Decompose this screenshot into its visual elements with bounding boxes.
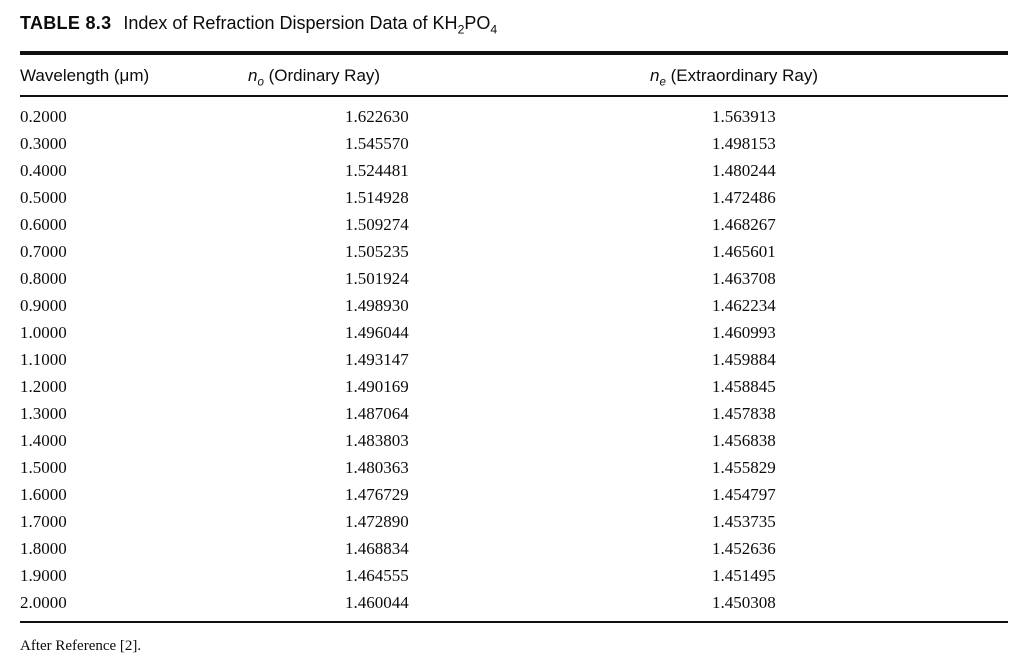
column-header-extraordinary-ray: ne (Extraordinary Ray) <box>650 51 1008 97</box>
table-row: 1.6000 1.476729 1.454797 <box>20 481 1008 508</box>
table-row: 1.5000 1.480363 1.455829 <box>20 454 1008 481</box>
wavelength-cell: 1.7000 <box>20 512 67 531</box>
no-value-cell: 1.545570 <box>345 134 409 153</box>
no-value-cell: 1.505235 <box>345 242 409 261</box>
table-row: 1.7000 1.472890 1.453735 <box>20 508 1008 535</box>
wavelength-cell: 1.0000 <box>20 323 67 342</box>
no-value-cell: 1.622630 <box>345 107 409 126</box>
wavelength-cell: 0.4000 <box>20 161 67 180</box>
wavelength-cell: 1.3000 <box>20 404 67 423</box>
ne-value-cell: 1.468267 <box>712 215 776 234</box>
table-row: 0.5000 1.514928 1.472486 <box>20 184 1008 211</box>
ne-value-cell: 1.462234 <box>712 296 776 315</box>
table-caption: TABLE 8.3 Index of Refraction Dispersion … <box>20 10 1008 36</box>
ne-value-cell: 1.455829 <box>712 458 776 477</box>
no-value-cell: 1.476729 <box>345 485 409 504</box>
ne-value-cell: 1.458845 <box>712 377 776 396</box>
table-row: 0.3000 1.545570 1.498153 <box>20 130 1008 157</box>
table-row: 0.4000 1.524481 1.480244 <box>20 157 1008 184</box>
ne-value-cell: 1.460993 <box>712 323 776 342</box>
table-footnote: After Reference [2]. <box>20 638 142 654</box>
table-row: 1.9000 1.464555 1.451495 <box>20 562 1008 589</box>
wavelength-cell: 0.8000 <box>20 269 67 288</box>
ne-value-cell: 1.459884 <box>712 350 776 369</box>
ne-value-cell: 1.451495 <box>712 566 776 585</box>
table-row: 1.3000 1.487064 1.457838 <box>20 400 1008 427</box>
no-value-cell: 1.468834 <box>345 539 409 558</box>
no-value-cell: 1.490169 <box>345 377 409 396</box>
wavelength-cell: 0.3000 <box>20 134 67 153</box>
no-value-cell: 1.483803 <box>345 431 409 450</box>
table-row: 0.2000 1.622630 1.563913 <box>20 96 1008 130</box>
wavelength-cell: 0.6000 <box>20 215 67 234</box>
no-value-cell: 1.501924 <box>345 269 409 288</box>
wavelength-cell: 1.8000 <box>20 539 67 558</box>
no-value-cell: 1.514928 <box>345 188 409 207</box>
chemical-formula: KH2PO4 <box>432 13 498 37</box>
ne-value-cell: 1.472486 <box>712 188 776 207</box>
wavelength-cell: 2.0000 <box>20 593 67 612</box>
ne-value-cell: 1.563913 <box>712 107 776 126</box>
ne-value-cell: 1.453735 <box>712 512 776 531</box>
no-value-cell: 1.472890 <box>345 512 409 531</box>
table-row: 2.0000 1.460044 1.450308 <box>20 589 1008 622</box>
wavelength-cell: 1.4000 <box>20 431 67 450</box>
ne-value-cell: 1.456838 <box>712 431 776 450</box>
no-value-cell: 1.460044 <box>345 593 409 612</box>
table-body: 0.2000 1.622630 1.563913 0.3000 1.545570 1.49… <box>20 96 1008 622</box>
no-value-cell: 1.487064 <box>345 404 409 423</box>
ne-value-cell: 1.465601 <box>712 242 776 261</box>
no-value-cell: 1.498930 <box>345 296 409 315</box>
ne-value-cell: 1.452636 <box>712 539 776 558</box>
table-row: 0.7000 1.505235 1.465601 <box>20 238 1008 265</box>
n-o-symbol: n <box>248 66 258 85</box>
table-row: 1.0000 1.496044 1.460993 <box>20 319 1008 346</box>
wavelength-cell: 1.9000 <box>20 566 67 585</box>
ne-value-cell: 1.454797 <box>712 485 776 504</box>
table-header: Wavelength (μm) no (Ordinary Ray) ne (Ex… <box>20 51 1008 97</box>
no-value-cell: 1.464555 <box>345 566 409 585</box>
ne-value-cell: 1.463708 <box>712 269 776 288</box>
wavelength-cell: 1.6000 <box>20 485 67 504</box>
table-title: Index of Refraction Dispersion Data of K… <box>123 13 498 37</box>
table-row: 1.4000 1.483803 1.456838 <box>20 427 1008 454</box>
table-row: 0.9000 1.498930 1.462234 <box>20 292 1008 319</box>
no-value-cell: 1.524481 <box>345 161 409 180</box>
wavelength-cell: 0.5000 <box>20 188 67 207</box>
ne-value-cell: 1.498153 <box>712 134 776 153</box>
wavelength-cell: 1.5000 <box>20 458 67 477</box>
wavelength-cell: 1.2000 <box>20 377 67 396</box>
no-value-cell: 1.496044 <box>345 323 409 342</box>
ne-value-cell: 1.457838 <box>712 404 776 423</box>
wavelength-cell: 0.2000 <box>20 107 67 126</box>
table-number: TABLE 8.3 <box>20 13 112 33</box>
table-row: 1.8000 1.468834 1.452636 <box>20 535 1008 562</box>
refraction-data-table: Wavelength (μm) no (Ordinary Ray) ne (Ex… <box>20 51 1008 623</box>
wavelength-cell: 1.1000 <box>20 350 67 369</box>
ne-value-cell: 1.480244 <box>712 161 776 180</box>
table-row: 1.2000 1.490169 1.458845 <box>20 373 1008 400</box>
table-row: 0.8000 1.501924 1.463708 <box>20 265 1008 292</box>
column-header-wavelength: Wavelength (μm) <box>20 51 248 97</box>
no-value-cell: 1.509274 <box>345 215 409 234</box>
wavelength-cell: 0.7000 <box>20 242 67 261</box>
column-header-ordinary-ray: no (Ordinary Ray) <box>248 51 650 97</box>
no-value-cell: 1.493147 <box>345 350 409 369</box>
table-row: 1.1000 1.493147 1.459884 <box>20 346 1008 373</box>
ne-value-cell: 1.450308 <box>712 593 776 612</box>
no-value-cell: 1.480363 <box>345 458 409 477</box>
table-row: 0.6000 1.509274 1.468267 <box>20 211 1008 238</box>
wavelength-cell: 0.9000 <box>20 296 67 315</box>
n-e-symbol: n <box>650 66 660 85</box>
